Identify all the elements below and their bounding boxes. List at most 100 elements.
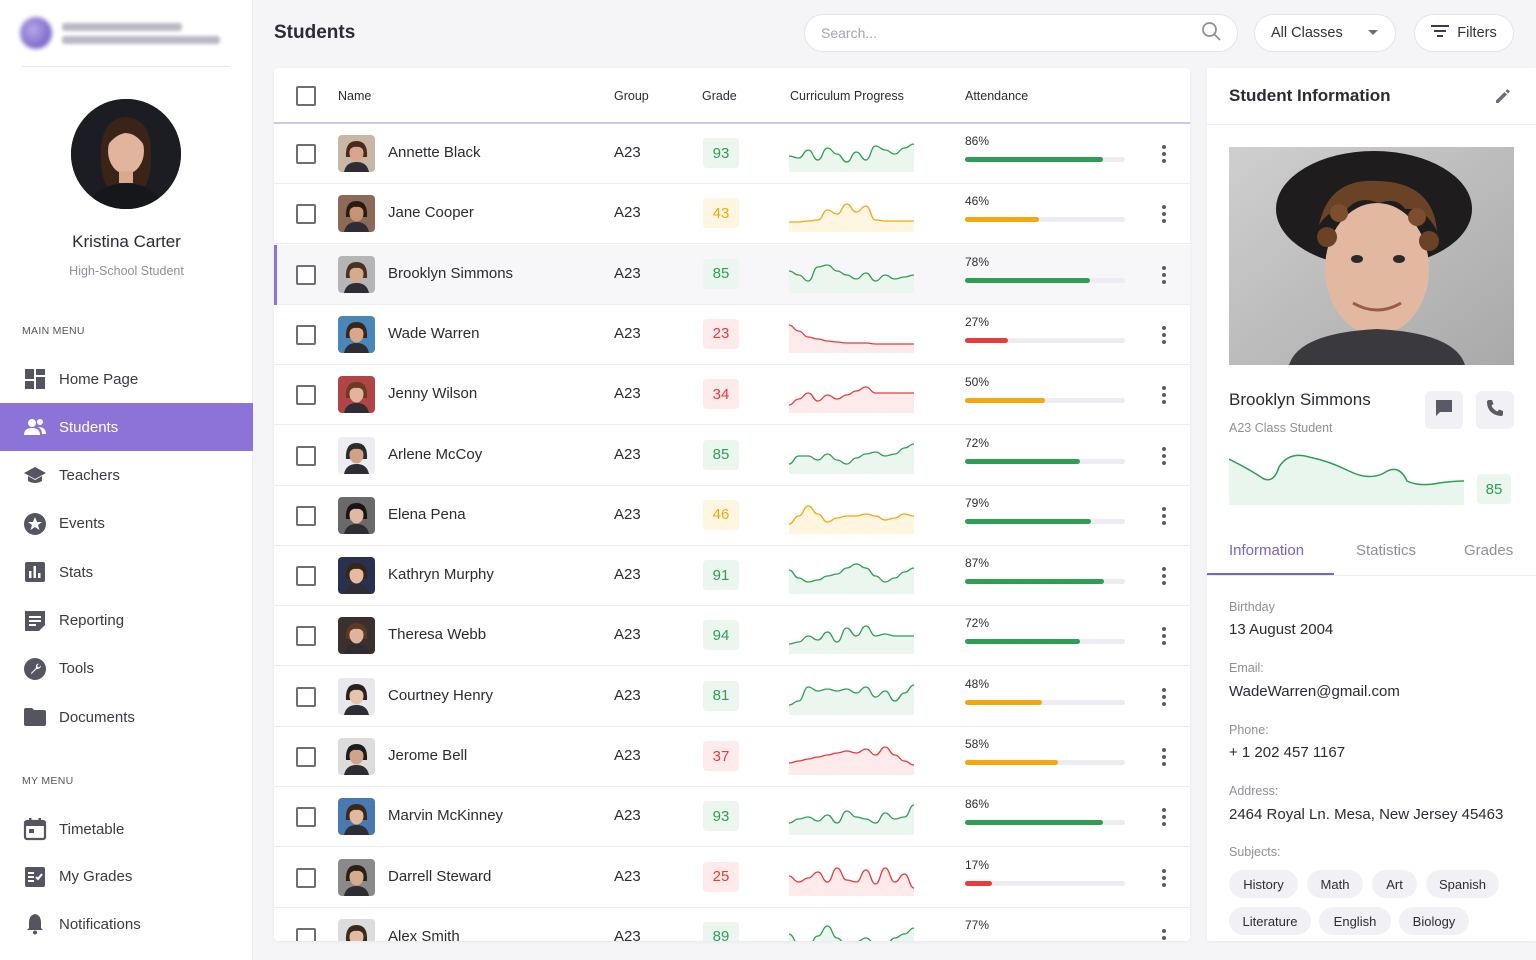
more-vert-icon[interactable] [1156,745,1172,769]
row-checkbox[interactable] [296,505,316,526]
student-avatar[interactable] [338,858,375,896]
column-header-name[interactable]: Name [338,89,372,103]
student-avatar[interactable] [338,496,375,534]
column-header-grade[interactable]: Grade [702,89,737,103]
subject-chip-spanish[interactable]: Spanish [1426,870,1499,898]
search-icon[interactable] [1201,21,1221,46]
table-row[interactable]: Alex Smith A23 89 77% [274,908,1190,941]
more-vert-icon[interactable] [1156,624,1172,648]
student-avatar[interactable] [338,135,375,172]
student-avatar[interactable] [338,738,375,775]
sidebar-item-documents[interactable]: Documents [0,693,253,741]
more-vert-icon[interactable] [1156,866,1172,890]
student-avatar[interactable] [338,617,375,655]
edit-icon[interactable] [1493,86,1513,106]
student-name[interactable]: Brooklyn Simmons [388,264,514,282]
student-avatar[interactable] [338,918,375,941]
sidebar-item-notifications[interactable]: Notifications [0,900,253,948]
select-all-checkbox[interactable] [296,86,316,106]
row-checkbox[interactable] [296,867,316,888]
tab-information[interactable]: Information [1229,542,1305,559]
row-checkbox[interactable] [296,385,316,406]
row-checkbox[interactable] [296,204,316,225]
sidebar-item-timetable[interactable]: Timetable [0,805,253,853]
table-row[interactable]: Annette Black A23 93 86% [274,124,1190,184]
more-vert-icon[interactable] [1156,323,1172,347]
student-avatar[interactable] [338,677,375,715]
subject-chip-biology[interactable]: Biology [1399,907,1469,935]
student-name[interactable]: Arlene McCoy [388,445,483,463]
row-checkbox[interactable] [296,324,316,345]
row-checkbox[interactable] [296,566,316,587]
student-name[interactable]: Alex Smith [388,927,460,941]
class-select[interactable]: All Classes [1254,14,1396,52]
more-vert-icon[interactable] [1156,926,1172,941]
subject-chip-math[interactable]: Math [1307,870,1363,898]
column-header-attendance[interactable]: Attendance [965,89,1029,103]
student-name[interactable]: Jane Cooper [388,204,474,222]
sidebar-item-students[interactable]: Students [0,403,253,452]
student-name[interactable]: Annette Black [388,144,481,161]
more-vert-icon[interactable] [1156,142,1172,166]
more-vert-icon[interactable] [1156,564,1172,588]
sidebar-item-my-grades[interactable]: My Grades [0,853,253,901]
subject-chip-art[interactable]: Art [1372,870,1417,898]
student-avatar[interactable] [338,195,375,233]
more-vert-icon[interactable] [1156,805,1172,829]
subject-chip-english[interactable]: English [1319,907,1391,935]
call-button[interactable] [1476,391,1514,429]
student-avatar[interactable] [338,376,375,414]
table-row[interactable]: Jenny Wilson A23 34 50% [274,365,1190,426]
student-avatar[interactable] [338,436,375,474]
tab-statistics[interactable]: Statistics [1356,542,1417,559]
table-row[interactable]: Brooklyn Simmons A23 85 78% [274,244,1190,305]
student-avatar[interactable] [338,798,375,836]
more-vert-icon[interactable] [1156,202,1172,226]
profile-avatar[interactable] [71,99,181,209]
more-vert-icon[interactable] [1156,263,1172,287]
table-row[interactable]: Courtney Henry A23 81 48% [274,667,1190,727]
row-checkbox[interactable] [296,747,316,767]
table-row[interactable]: Theresa Webb A23 94 72% [274,606,1190,667]
row-checkbox[interactable] [296,686,316,707]
search-box[interactable] [804,14,1238,52]
table-row[interactable]: Kathryn Murphy A23 91 87% [274,546,1190,607]
student-name[interactable]: Elena Pena [388,505,466,523]
table-row[interactable]: Marvin McKinney A23 93 86% [274,787,1190,848]
app-logo[interactable] [20,14,230,52]
table-row[interactable]: Darrell Steward A23 25 17% [274,848,1190,908]
more-vert-icon[interactable] [1156,383,1172,407]
sidebar-item-reporting[interactable]: Reporting [0,597,253,645]
student-name[interactable]: Kathryn Murphy [388,566,494,584]
row-checkbox[interactable] [296,445,316,466]
more-vert-icon[interactable] [1156,685,1172,709]
tab-grades[interactable]: Grades [1464,542,1514,559]
student-name[interactable]: Wade Warren [388,324,480,342]
column-header-group[interactable]: Group [614,89,649,103]
more-vert-icon[interactable] [1156,444,1172,468]
student-name[interactable]: Darrell Steward [388,867,492,885]
search-input[interactable] [821,25,1201,41]
table-row[interactable]: Elena Pena A23 46 79% [274,486,1190,546]
sidebar-item-tools[interactable]: Tools [0,645,253,693]
table-row[interactable]: Arlene McCoy A23 85 72% [274,426,1190,486]
sidebar-item-teachers[interactable]: Teachers [0,452,253,500]
row-checkbox[interactable] [296,626,316,647]
table-row[interactable]: Jerome Bell A23 37 58% [274,727,1190,787]
student-name[interactable]: Theresa Webb [388,626,487,644]
sidebar-item-events[interactable]: Events [0,500,253,548]
column-header-progress[interactable]: Curriculum Progress [790,89,904,103]
row-checkbox[interactable] [296,144,316,164]
row-checkbox[interactable] [296,927,316,941]
filters-button[interactable]: Filters [1414,14,1514,52]
email-value[interactable]: WadeWarren@gmail.com [1229,683,1400,700]
student-name[interactable]: Courtney Henry [388,686,494,704]
message-button[interactable] [1425,391,1463,429]
sidebar-item-stats[interactable]: Stats [0,548,253,596]
student-name[interactable]: Jerome Bell [388,747,468,764]
row-checkbox[interactable] [296,264,316,285]
more-vert-icon[interactable] [1156,504,1172,528]
row-checkbox[interactable] [296,807,316,828]
student-avatar[interactable] [338,255,375,293]
student-name[interactable]: Jenny Wilson [388,385,478,403]
